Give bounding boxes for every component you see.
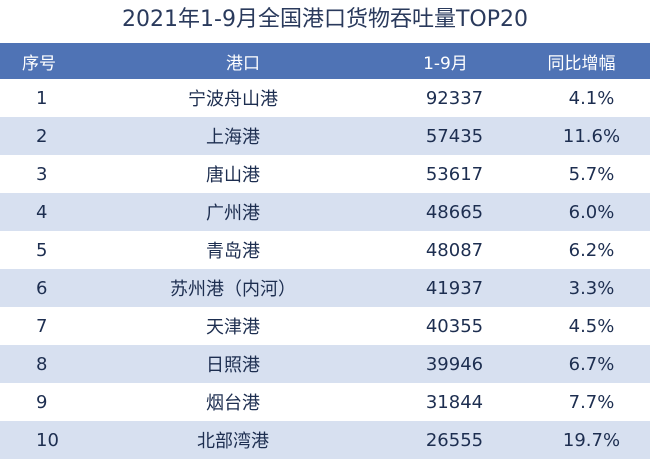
cell-ytd: 48087 [425, 239, 484, 261]
ranking-table: 序号 港口 1-9月 同比增幅 1 宁波舟山港 92337 4.1% 2 上海港… [0, 43, 650, 459]
table-row: 2 上海港 57435 11.6% [0, 117, 650, 155]
cell-ytd: 26555 [425, 429, 484, 451]
table-row: 6 苏州港（内河） 41937 3.3% [0, 269, 650, 307]
cell-port: 日照港 [206, 355, 260, 376]
cell-rank: 7 [36, 315, 48, 337]
cell-yoy: 5.7% [568, 163, 615, 185]
table-row: 1 宁波舟山港 92337 4.1% [0, 79, 650, 117]
cell-rank: 9 [36, 391, 48, 413]
cell-ytd: 39946 [425, 353, 484, 375]
cell-yoy: 7.7% [568, 391, 615, 413]
cell-yoy: 3.3% [568, 277, 615, 299]
table-row: 8 日照港 39946 6.7% [0, 345, 650, 383]
cell-rank: 4 [36, 201, 48, 223]
cell-yoy: 4.5% [568, 315, 615, 337]
cell-rank: 10 [36, 429, 59, 451]
cell-port: 苏州港（内河） [170, 279, 296, 300]
cell-rank: 1 [36, 87, 48, 109]
cell-port: 上海港 [206, 127, 260, 148]
cell-yoy: 4.1% [568, 87, 615, 109]
cell-port: 宁波舟山港 [188, 89, 278, 110]
cell-rank: 3 [36, 163, 48, 185]
table-row: 10 北部湾港 26555 19.7% [0, 421, 650, 459]
cell-yoy: 11.6% [562, 125, 621, 147]
table-row: 9 烟台港 31844 7.7% [0, 383, 650, 421]
cell-yoy: 6.2% [568, 239, 615, 261]
cell-ytd: 53617 [425, 163, 484, 185]
table-row: 3 唐山港 53617 5.7% [0, 155, 650, 193]
cell-yoy: 6.7% [568, 353, 615, 375]
cell-port: 烟台港 [206, 393, 260, 414]
cell-rank: 6 [36, 277, 48, 299]
table-row: 7 天津港 40355 4.5% [0, 307, 650, 345]
cell-ytd: 48665 [425, 201, 484, 223]
cell-yoy: 6.0% [568, 201, 615, 223]
cell-port: 青岛港 [206, 241, 260, 262]
cell-port: 广州港 [206, 203, 260, 224]
table-row: 5 青岛港 48087 6.2% [0, 231, 650, 269]
cell-port: 天津港 [206, 317, 260, 338]
cell-ytd: 57435 [425, 125, 484, 147]
cell-ytd: 40355 [425, 315, 484, 337]
cell-rank: 8 [36, 353, 48, 375]
cell-ytd: 31844 [425, 391, 484, 413]
cell-port: 北部湾港 [197, 431, 269, 452]
header-yoy: 同比增幅 [547, 53, 616, 74]
cell-rank: 2 [36, 125, 48, 147]
cell-ytd: 92337 [425, 87, 484, 109]
cell-port: 唐山港 [206, 165, 260, 186]
table-header-row: 序号 港口 1-9月 同比增幅 [0, 43, 650, 79]
header-port: 港口 [226, 53, 260, 74]
table-title: 2021年1-9月全国港口货物吞吐量TOP20 [122, 7, 528, 32]
table-row: 4 广州港 48665 6.0% [0, 193, 650, 231]
cell-rank: 5 [36, 239, 48, 261]
header-ytd: 1-9月 [423, 53, 468, 74]
header-rank: 序号 [22, 53, 56, 74]
cell-ytd: 41937 [425, 277, 484, 299]
cell-yoy: 19.7% [562, 429, 621, 451]
